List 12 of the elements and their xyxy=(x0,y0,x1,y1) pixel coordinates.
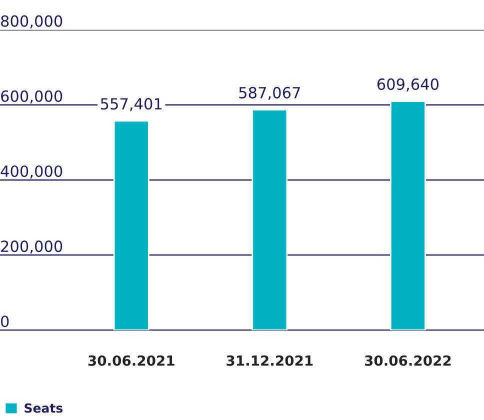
x-tick-label: 30.06.2022 xyxy=(364,355,451,366)
y-tick-label: 0 xyxy=(1,316,9,328)
y-tick-label: 600,000 xyxy=(1,90,62,104)
y-tick-label: 800,000 xyxy=(1,15,62,28)
text: 587,067 xyxy=(239,86,300,100)
text: 557,401 xyxy=(100,98,162,112)
x-tick-label: 30.06.2021 xyxy=(88,355,174,366)
x-tick-label: 31.12.2021 xyxy=(226,355,313,366)
text: 609,640 xyxy=(377,78,439,92)
y-tick-label: 400,000 xyxy=(0,165,62,179)
legend-label: Seats xyxy=(24,403,62,413)
y-tick-label: 200,000 xyxy=(1,240,62,254)
